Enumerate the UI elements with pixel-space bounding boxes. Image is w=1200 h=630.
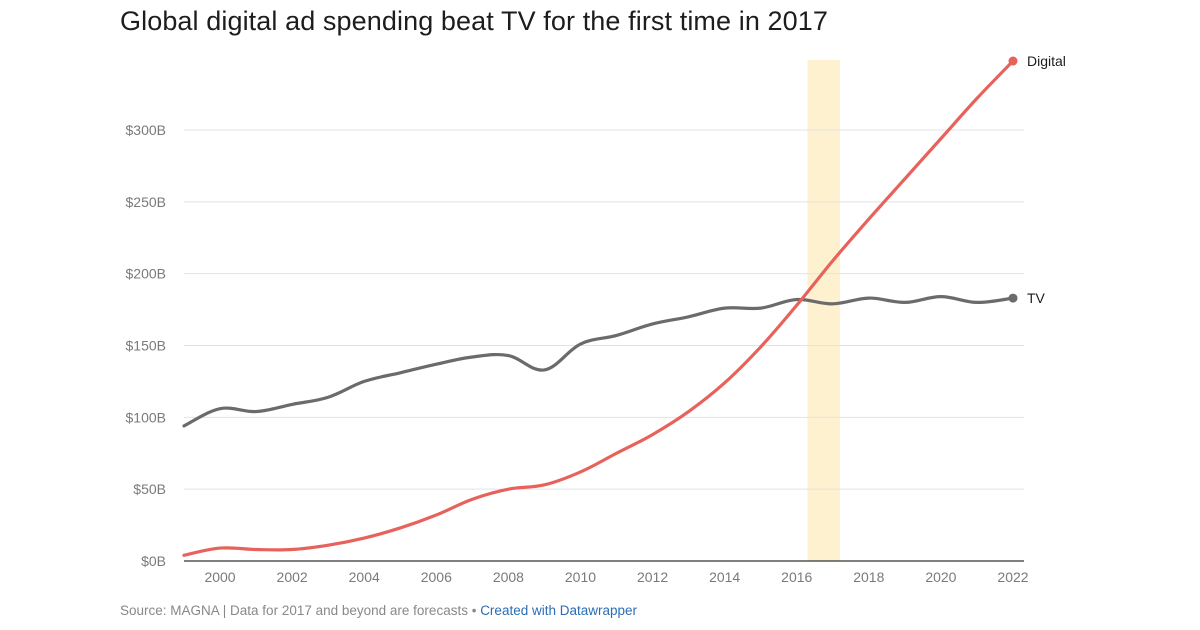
gridlines: [184, 129, 1024, 562]
source-note: Source: MAGNA | Data for 2017 and beyond…: [120, 603, 468, 618]
y-tick-label: $150B: [126, 338, 166, 354]
digital-series-label: Digital: [1027, 53, 1066, 69]
tv-series-label: TV: [1027, 290, 1046, 306]
x-tick-label: 2008: [493, 569, 524, 585]
x-tick-label: 2002: [277, 569, 308, 585]
digital-series-line: [182, 59, 1015, 557]
series-lines: [182, 56, 1018, 557]
series-labels: TV Digital: [1027, 53, 1066, 306]
digital-endpoint-marker: [1008, 56, 1018, 66]
tv-series-line: [182, 295, 1015, 428]
y-tick-label: $200B: [126, 266, 166, 282]
chart-footer: Source: MAGNA | Data for 2017 and beyond…: [120, 603, 637, 618]
x-tick-label: 2004: [349, 569, 380, 585]
y-axis-ticks: $0B $50B $100B $150B $200B $250B $300B: [126, 122, 166, 569]
x-tick-label: 2006: [421, 569, 452, 585]
x-axis-ticks: 2000 2002 2004 2006 2008 2010 2012 2014 2016 2018…: [204, 569, 1028, 585]
footer-separator: •: [467, 603, 481, 618]
tv-endpoint-marker: [1008, 293, 1018, 303]
y-tick-label: $100B: [126, 409, 166, 425]
x-tick-label: 2012: [637, 569, 668, 585]
x-tick-label: 2020: [925, 569, 956, 585]
forecast-highlight-band: [807, 60, 840, 561]
x-tick-label: 2014: [709, 569, 740, 585]
y-tick-label: $50B: [133, 481, 166, 497]
x-tick-label: 2010: [565, 569, 596, 585]
x-tick-label: 2016: [781, 569, 812, 585]
datawrapper-credit-link[interactable]: Created with Datawrapper: [480, 603, 638, 618]
highlight-band-layer: [807, 60, 840, 561]
x-tick-label: 2018: [853, 569, 884, 585]
y-tick-label: $300B: [126, 122, 166, 138]
x-tick-label: 2022: [997, 569, 1028, 585]
chart-title: Global digital ad spending beat TV for t…: [120, 6, 829, 36]
x-tick-label: 2000: [204, 569, 235, 585]
y-tick-label: $250B: [126, 194, 166, 210]
y-tick-label: $0B: [141, 553, 166, 569]
